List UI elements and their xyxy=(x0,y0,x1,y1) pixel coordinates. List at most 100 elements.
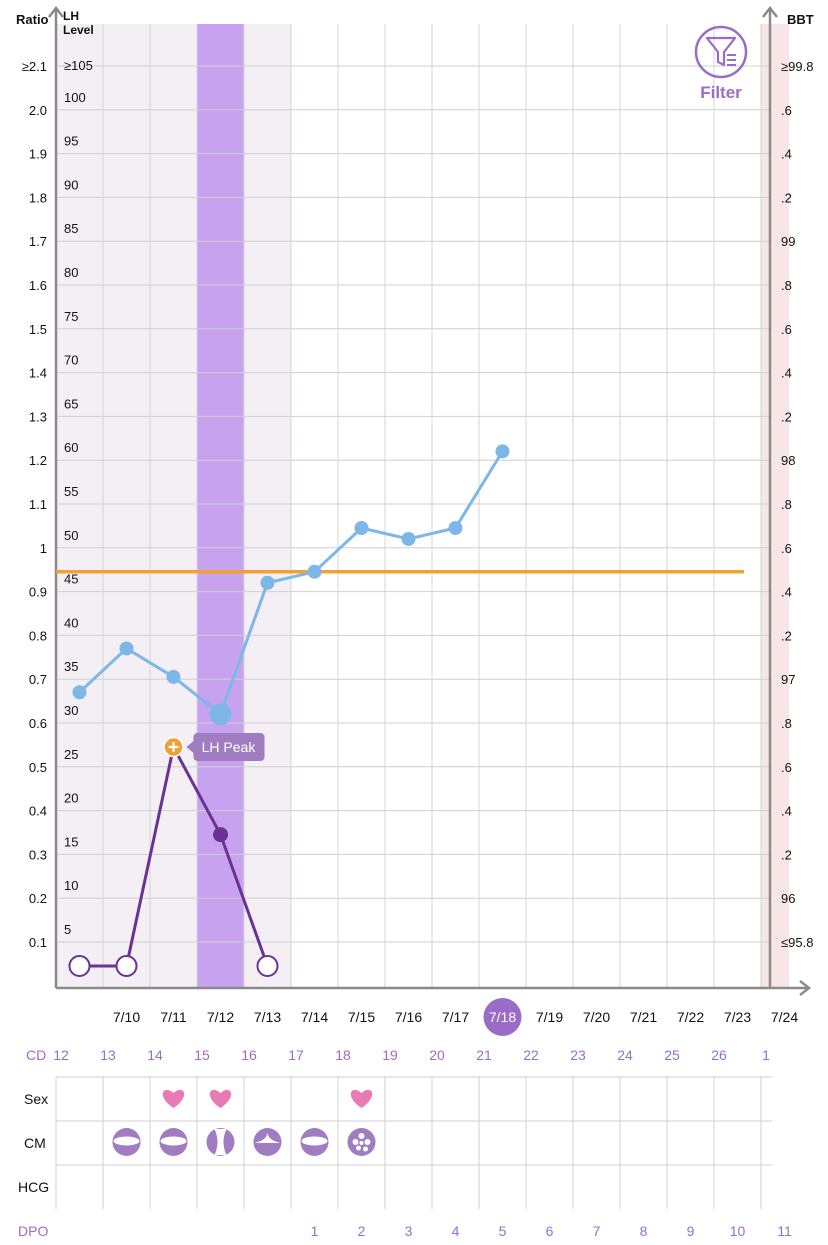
bbt-tick-label: ≥99.8 xyxy=(781,59,813,74)
cd-value: 1 xyxy=(762,1047,770,1063)
bbt-tick-label: .6 xyxy=(781,760,792,775)
bbt-point xyxy=(354,521,369,535)
lh-axis-title-line2: Level xyxy=(63,23,94,37)
ratio-tick-label: 0.9 xyxy=(29,585,47,600)
cm-icon-detail xyxy=(160,1136,187,1146)
egg-white-cm-icon xyxy=(206,1128,235,1156)
dpo-row: DPO 1 2 3 4 5 6 7 8 9 10 11 xyxy=(18,1223,792,1239)
lh-tick-label: 85 xyxy=(64,221,78,236)
hcg-row-label: HCG xyxy=(18,1179,49,1195)
bbt-point xyxy=(72,685,87,700)
dpo-value: 5 xyxy=(499,1223,507,1239)
bbt-point xyxy=(401,531,416,546)
period-day-band xyxy=(761,24,790,988)
cm-icon-detail xyxy=(364,1139,371,1145)
ratio-tick-label: 0.6 xyxy=(29,716,47,731)
dpo-value: 1 xyxy=(311,1223,319,1239)
filter-icon xyxy=(694,25,748,79)
selected-date-marker xyxy=(483,998,522,1036)
date-label: 7/11 xyxy=(160,1009,186,1025)
lh-tick-label: 30 xyxy=(64,703,78,718)
date-label: 7/17 xyxy=(442,1009,469,1025)
bbt-point xyxy=(448,521,463,535)
cm-row xyxy=(112,1128,376,1156)
lh-tick-label: 65 xyxy=(64,396,78,411)
ratio-tick-label: 0.4 xyxy=(29,804,47,819)
date-label: 7/10 xyxy=(113,1009,140,1025)
creamy-cm-icon xyxy=(112,1128,141,1156)
dpo-value: 8 xyxy=(640,1223,648,1239)
ratio-tick-label: 0.7 xyxy=(29,672,47,687)
bbt-tick-label: 98 xyxy=(781,453,795,468)
date-label: 7/19 xyxy=(536,1009,563,1025)
right-axis-arrow xyxy=(762,5,778,18)
bbt-tick-label: .2 xyxy=(781,190,792,205)
bbt-tick-label: .4 xyxy=(781,585,792,600)
dpo-value: 10 xyxy=(730,1223,746,1239)
lh-tick-label: 35 xyxy=(64,659,78,674)
bbt-tick-label: .8 xyxy=(781,497,792,512)
bbt-tick-label: .8 xyxy=(781,716,792,731)
cm-icon-detail xyxy=(352,1139,359,1145)
cd-value: 12 xyxy=(53,1047,69,1063)
cm-icon-detail xyxy=(356,1145,361,1151)
creamy-cm-icon xyxy=(300,1128,329,1156)
date-label-selected: 7/18 xyxy=(489,1009,516,1025)
lh-tick-label: 50 xyxy=(64,528,78,543)
date-label: 7/12 xyxy=(207,1009,234,1025)
lh-peak-tag xyxy=(193,733,265,761)
date-label: 7/14 xyxy=(301,1009,328,1025)
dpo-value: 9 xyxy=(687,1223,695,1239)
lh-tick-label: 40 xyxy=(64,615,78,630)
date-label: 7/24 xyxy=(771,1009,798,1025)
lh-negative-point xyxy=(68,955,91,977)
lh-tick-label: 45 xyxy=(64,572,78,587)
lh-tick-label: 95 xyxy=(64,134,78,149)
ratio-tick-label: 1.1 xyxy=(29,497,47,512)
bbt-tick-label: .4 xyxy=(781,804,792,819)
cm-icon-detail xyxy=(363,1146,368,1152)
bbt-axis-title: BBT xyxy=(787,12,814,27)
x-axis-arrow xyxy=(799,980,812,996)
bbt-point xyxy=(495,444,510,459)
lh-tick-label: 55 xyxy=(64,484,78,499)
cd-value: 26 xyxy=(711,1047,727,1063)
ratio-tick-label: 1.5 xyxy=(29,322,47,337)
bbt-tick-label: .2 xyxy=(781,847,792,862)
bbt-tick-label: .6 xyxy=(781,103,792,118)
ratio-tick-label: 1.2 xyxy=(29,453,47,468)
dpo-value: 11 xyxy=(777,1223,792,1239)
filter-button[interactable]: Filter xyxy=(694,25,748,102)
fertile-window xyxy=(56,24,291,988)
left-axis-arrow xyxy=(48,5,64,18)
ratio-tick-label: 0.8 xyxy=(29,628,47,643)
cm-icon-detail xyxy=(254,1132,281,1143)
heart-icon xyxy=(209,1089,232,1108)
ratio-tick-label: 1.7 xyxy=(29,234,47,249)
sex-row xyxy=(162,1089,373,1108)
sticky-cm-icon xyxy=(347,1128,376,1156)
date-label: 7/20 xyxy=(583,1009,610,1025)
cm-icon-detail xyxy=(301,1136,328,1146)
ratio-tick-label: 1.3 xyxy=(29,409,47,424)
cm-icon-detail xyxy=(359,1141,364,1145)
ratio-tick-label: ≥2.1 xyxy=(22,59,47,74)
lh-tick-label: 25 xyxy=(64,747,78,762)
date-label: 7/15 xyxy=(348,1009,375,1025)
lh-tick-label: ≥105 xyxy=(64,58,93,73)
dpo-label: DPO xyxy=(18,1223,48,1239)
bbt-tick-label: .4 xyxy=(781,366,792,381)
cm-icon-detail xyxy=(358,1133,365,1139)
cd-value: 13 xyxy=(100,1047,116,1063)
ratio-tick-label: 0.5 xyxy=(29,760,47,775)
date-label: 7/23 xyxy=(724,1009,751,1025)
bbt-tick-label: ≤95.8 xyxy=(781,935,813,950)
lh-tick-label: 80 xyxy=(64,265,78,280)
sex-row-label: Sex xyxy=(24,1091,48,1107)
heart-icon xyxy=(162,1089,185,1108)
lh-tick-label: 75 xyxy=(64,309,78,324)
cm-icon-detail xyxy=(113,1136,140,1146)
lh-tick-label: 60 xyxy=(64,440,78,455)
lh-tick-label: 5 xyxy=(64,922,71,937)
bbt-tick-label: 96 xyxy=(781,891,795,906)
